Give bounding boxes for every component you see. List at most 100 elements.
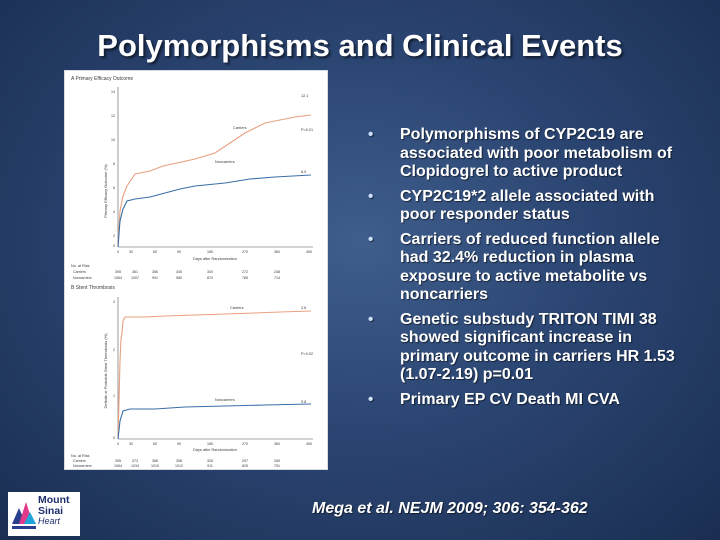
bullet-dot-icon: • (368, 390, 374, 408)
panel-a-risk-value: 272 (242, 270, 248, 274)
panel-b-risk-table: Carriers 395 373 366 358 326 297 269 Non… (73, 459, 280, 468)
panel-b-xtick: 0 (117, 442, 119, 446)
panel-b-carriers-line (117, 310, 312, 440)
bullet-dot-icon: • (368, 187, 374, 205)
panel-a-risk-label: Carriers (73, 270, 86, 274)
panel-a-xtick: 60 (153, 250, 157, 254)
kaplan-meier-figure: A Primary Efficacy Outcome Primary Effic… (64, 70, 328, 470)
panel-b-risk-value: 1019 (151, 464, 159, 468)
panel-b-p-label: P=0.02 (301, 352, 313, 356)
bullet-text: Primary EP CV Death MI CVA (400, 390, 620, 408)
panel-b-risk-value: 326 (207, 459, 213, 463)
bullet-item: • Polymorphisms of CYP2C19 are associated… (368, 126, 678, 182)
kaplan-meier-svg: A Primary Efficacy Outcome Primary Effic… (71, 76, 313, 468)
panel-b-risk-value: 1012 (175, 464, 183, 468)
panel-a-end-noncarriers: 8.0 (301, 170, 306, 174)
panel-a-risk-value: 361 (132, 270, 138, 274)
panel-a-end-carriers: 12.1 (301, 94, 308, 98)
bullet-item: • Primary EP CV Death MI CVA (368, 391, 678, 410)
panel-b-xlabel: Days after Randomization (193, 448, 237, 452)
panel-b-risk-label: Carriers (73, 459, 86, 463)
panel-a-ytick: 8 (113, 162, 115, 166)
panel-a-risk-value: 870 (207, 276, 213, 280)
panel-b-risk-value: 1034 (131, 464, 139, 468)
panel-a-xtick: 30 (129, 250, 133, 254)
mount-sinai-logo: Mount Sinai Heart (8, 492, 80, 536)
panel-a-risk-value: 980 (176, 276, 182, 280)
panel-a-risk-value: 1064 (114, 276, 122, 280)
panel-a-ytick: 4 (113, 210, 115, 214)
panel-b-xtick: 450 (306, 442, 312, 446)
panel-a-xtick: 360 (274, 250, 280, 254)
bullet-dot-icon: • (368, 230, 374, 248)
logo-line-1: Mount (38, 494, 70, 506)
panel-a-carriers-label: Carriers (233, 126, 247, 130)
panel-b-ytick: 2 (113, 348, 115, 352)
panel-b-risk-value: 751 (274, 464, 280, 468)
bullet-list: • Polymorphisms of CYP2C19 are associated… (368, 126, 678, 415)
bullet-dot-icon: • (368, 310, 374, 328)
bullet-dot-icon: • (368, 126, 374, 143)
panel-a-xtick: 270 (242, 250, 248, 254)
panel-a-ytick: 10 (111, 138, 115, 142)
panel-b-xtick: 60 (153, 442, 157, 446)
bullet-text: CYP2C19*2 allele associated with poor re… (400, 187, 655, 224)
panel-a-xtick: 180 (207, 250, 213, 254)
mount-sinai-logo-icon (12, 502, 36, 529)
panel-b-xtick: 270 (242, 442, 248, 446)
panel-b-risk-label: Noncarriers (73, 464, 92, 468)
panel-a-risk-value: 300 (207, 270, 213, 274)
slide-title: Polymorphisms and Clinical Events (97, 28, 623, 63)
panel-a-carriers-line (117, 114, 312, 248)
panel-a-risk-label: Noncarriers (73, 276, 92, 280)
panel-a-xlabel: Days after Randomization (193, 257, 237, 261)
panel-a-xtick: 0 (117, 250, 119, 254)
panel-b-risk-value: 373 (132, 459, 138, 463)
bullet-item: • Carriers of reduced function allele had… (368, 231, 678, 305)
panel-a-xtick: 90 (177, 250, 181, 254)
panel-b-end-carriers: 2.6 (301, 306, 306, 310)
panel-a-title: A Primary Efficacy Outcome (71, 76, 133, 82)
panel-b-risk-header: No. at Risk (71, 454, 90, 458)
bullet-text: Carriers of reduced function allele had … (400, 230, 660, 304)
panel-a-ytick: 6 (113, 186, 115, 190)
logo-text: Mount Sinai Heart (38, 495, 70, 527)
bullet-item: • CYP2C19*2 allele associated with poor r… (368, 188, 678, 225)
panel-b-risk-value: 395 (115, 459, 121, 463)
panel-a-risk-table: Carriers 395 361 356 345 300 272 248 Non… (73, 270, 280, 280)
panel-a-risk-header: No. at Risk (71, 264, 90, 268)
bullet-item: • Genetic substudy TRITON TIMI 38 showed … (368, 311, 678, 385)
panel-a-xticks: 0 30 60 90 180 270 360 450 (117, 250, 312, 254)
citation: Mega et al. NEJM 2009; 306: 354-362 (312, 500, 588, 517)
panel-a-risk-value: 248 (274, 270, 280, 274)
panel-b-noncarriers-line (117, 403, 312, 440)
panel-a-risk-value: 714 (274, 276, 280, 280)
panel-b-title: B Stent Thrombosis (71, 285, 115, 291)
panel-b-risk-value: 825 (242, 464, 248, 468)
panel-b-xticks: 0 30 60 90 180 270 360 450 (117, 442, 312, 446)
panel-a-risk-value: 345 (176, 270, 182, 274)
panel-b-ylabel: Definite or Probable Stent Thrombosis (%… (103, 333, 108, 409)
panel-b-risk-value: 297 (242, 459, 248, 463)
logo-line-3: Heart (38, 516, 61, 526)
panel-b-ytick: 1 (113, 394, 115, 398)
panel-a-risk-value: 356 (152, 270, 158, 274)
panel-b-xtick: 30 (129, 442, 133, 446)
panel-a-ytick: 12 (111, 114, 115, 118)
panel-a-risk-value: 785 (242, 276, 248, 280)
panel-a-ytick: 0 (113, 244, 115, 248)
panel-a-ytick: 2 (113, 234, 115, 238)
panel-b-carriers-label: Carriers (230, 306, 244, 310)
panel-b-yticks: 3 2 1 0 (113, 300, 115, 440)
logo-line-2: Sinai (38, 504, 64, 517)
panel-b-xtick: 360 (274, 442, 280, 446)
panel-a-ylabel: Primary Efficacy Outcome (%) (103, 164, 108, 218)
panel-b-risk-value: 1064 (114, 464, 122, 468)
panel-a-noncarriers-label: Noncarriers (215, 160, 235, 164)
panel-a-risk-value: 395 (115, 270, 121, 274)
panel-b-risk-value: 358 (176, 459, 182, 463)
panel-a-p-label: P=0.01 (301, 128, 313, 132)
panel-b-xtick: 90 (177, 442, 181, 446)
panel-b-noncarriers-label: Noncarriers (215, 398, 235, 402)
panel-b-xtick: 180 (207, 442, 213, 446)
